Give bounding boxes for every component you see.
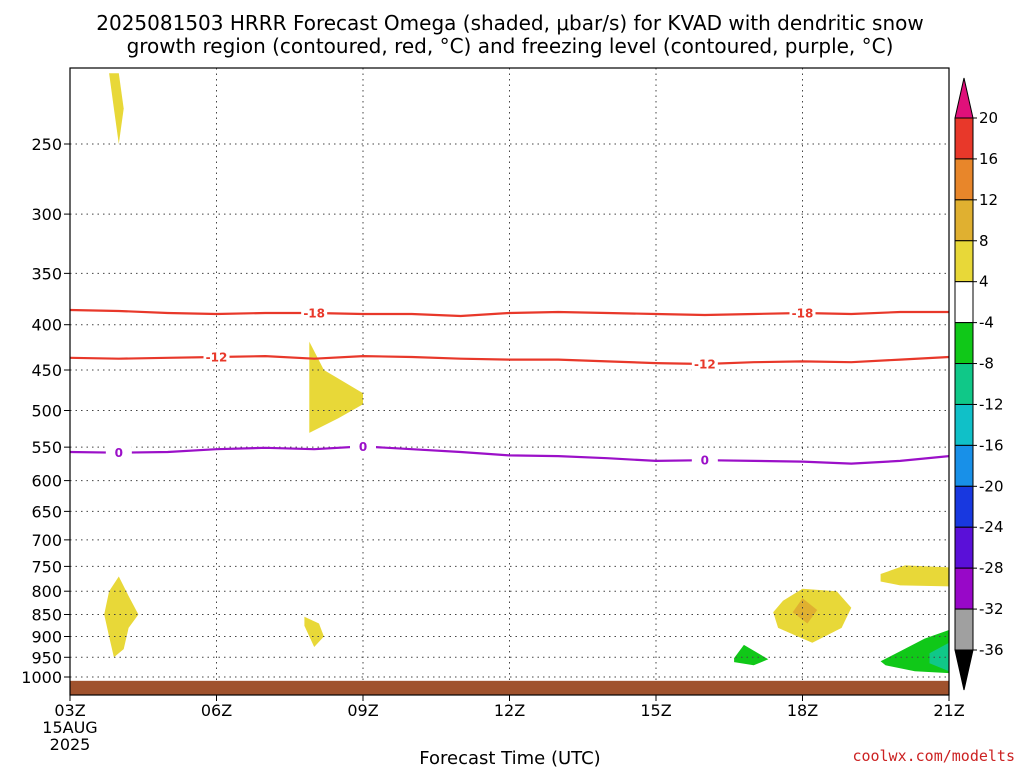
plot-area: -18 -18 -12 -12 0 0 0 bbox=[70, 68, 949, 695]
chart-title-line2: growth region (contoured, red, °C) and f… bbox=[127, 34, 894, 58]
shaded-region-5 bbox=[792, 598, 818, 624]
x-tick-label-15Z: 15Z bbox=[640, 701, 671, 720]
colorbar-label-0: 20 bbox=[979, 109, 998, 127]
x-first-year: 2025 bbox=[50, 735, 91, 754]
y-tick-label-500: 500 bbox=[31, 402, 62, 421]
y-axis-ticks: 250 300 350 400 450 500 550 600 650 700 750 800 850 9… bbox=[21, 135, 70, 687]
temperature-contours: -18 -18 -12 -12 0 0 0 bbox=[70, 304, 949, 469]
contour-line--12 bbox=[70, 354, 949, 366]
x-first-date: 15AUG bbox=[42, 718, 97, 737]
x-tick-label-12Z: 12Z bbox=[494, 701, 525, 720]
colorbar-label-5: -4 bbox=[979, 314, 994, 332]
y-tick-label-900: 900 bbox=[31, 627, 62, 646]
contour-label--18-1: -18 bbox=[792, 306, 814, 320]
colorbar-segment-8 bbox=[954, 444, 974, 487]
shaded-region-1 bbox=[309, 341, 363, 433]
shaded-region-0 bbox=[109, 73, 124, 144]
contour-label--12-1: -12 bbox=[694, 357, 716, 371]
contour-label-bg-0-2 bbox=[691, 452, 718, 469]
contour-label-bg--18-1 bbox=[789, 304, 816, 321]
colorbar-label-12: -32 bbox=[979, 600, 1004, 618]
contour-label--18-0: -18 bbox=[303, 306, 325, 320]
y-tick-label-600: 600 bbox=[31, 472, 62, 491]
y-tick-label-550: 550 bbox=[31, 438, 62, 457]
shaded-region-7 bbox=[734, 644, 769, 666]
shaded-region-2 bbox=[104, 576, 139, 658]
colorbar-label-9: -20 bbox=[979, 477, 1004, 495]
colorbar-segment-1 bbox=[954, 158, 974, 201]
colorbar-label-11: -28 bbox=[979, 559, 1004, 577]
colorbar-label-7: -12 bbox=[979, 395, 1004, 413]
colorbar-label-6: -8 bbox=[979, 355, 994, 373]
colorbar-segment-4 bbox=[954, 281, 974, 324]
colorbar-label-8: -16 bbox=[979, 436, 1004, 454]
colorbar-segment-10 bbox=[954, 526, 974, 569]
colorbar-label-1: 16 bbox=[979, 150, 998, 168]
contour-label-0-1: 0 bbox=[359, 440, 367, 454]
x-axis-label: Forecast Time (UTC) bbox=[419, 748, 600, 768]
contour-label-bg--18-0 bbox=[301, 304, 328, 321]
shaded-omega-layer bbox=[104, 73, 949, 674]
y-tick-label-850: 850 bbox=[31, 606, 62, 625]
colorbar-segment-6 bbox=[954, 363, 974, 405]
colorbar-segment-7 bbox=[954, 403, 974, 446]
y-tick-label-950: 950 bbox=[31, 648, 62, 667]
colorbar-label-2: 12 bbox=[979, 191, 998, 209]
y-tick-label-700: 700 bbox=[31, 531, 62, 550]
contour-label-0-2: 0 bbox=[701, 454, 709, 468]
colorbar-segment-3 bbox=[954, 240, 974, 283]
colorbar-segment-2 bbox=[954, 199, 974, 242]
colorbar-segment-0 bbox=[954, 117, 974, 160]
credit-text: coolwx.com/modelts bbox=[852, 747, 1015, 765]
y-tick-label-350: 350 bbox=[31, 264, 62, 283]
colorbar-label-10: -24 bbox=[979, 518, 1004, 536]
colorbar-label-3: 8 bbox=[979, 232, 989, 250]
colorbar-segment-5 bbox=[954, 322, 974, 365]
colorbar-segment-9 bbox=[954, 485, 974, 528]
x-tick-label-21Z: 21Z bbox=[933, 701, 964, 720]
y-tick-label-300: 300 bbox=[31, 205, 62, 224]
y-tick-label-450: 450 bbox=[31, 361, 62, 380]
contour-label-bg-0-0 bbox=[105, 444, 132, 461]
colorbar-bottom-arrow bbox=[954, 649, 974, 691]
x-tick-label-06Z: 06Z bbox=[201, 701, 232, 720]
y-tick-label-750: 750 bbox=[31, 557, 62, 576]
colorbar-segment-11 bbox=[954, 567, 974, 610]
colorbar: 20 16 12 8 4 -4 -8 -12 -16 -20 -24 -28 -32 -36 bbox=[954, 77, 1004, 691]
contour-label-bg-0-1 bbox=[350, 438, 376, 455]
contour-label-bg--12-0 bbox=[203, 348, 230, 365]
grid-lines bbox=[70, 68, 949, 695]
x-tick-label-09Z: 09Z bbox=[347, 701, 378, 720]
colorbar-label-4: 4 bbox=[979, 273, 989, 291]
shaded-region-3 bbox=[304, 616, 324, 647]
chart-title-line1: 2025081503 HRRR Forecast Omega (shaded, … bbox=[96, 11, 924, 35]
contour-label-0-0: 0 bbox=[115, 446, 123, 460]
x-tick-label-18Z: 18Z bbox=[787, 701, 818, 720]
contour-line-0 bbox=[70, 445, 949, 465]
colorbar-segment-12 bbox=[954, 608, 974, 651]
contour-label-bg--12-1 bbox=[691, 355, 718, 372]
contour-label--12-0: -12 bbox=[206, 350, 228, 364]
shaded-region-6 bbox=[880, 565, 949, 587]
y-tick-label-250: 250 bbox=[31, 135, 62, 154]
x-tick-label-03Z: 03Z bbox=[54, 701, 85, 720]
y-tick-label-1000: 1000 bbox=[21, 668, 62, 687]
colorbar-top-arrow bbox=[954, 77, 974, 119]
terrain-fill bbox=[70, 680, 949, 695]
y-tick-label-650: 650 bbox=[31, 502, 62, 521]
colorbar-label-13: -36 bbox=[979, 641, 1004, 659]
y-tick-label-400: 400 bbox=[31, 316, 62, 335]
y-tick-label-800: 800 bbox=[31, 582, 62, 601]
